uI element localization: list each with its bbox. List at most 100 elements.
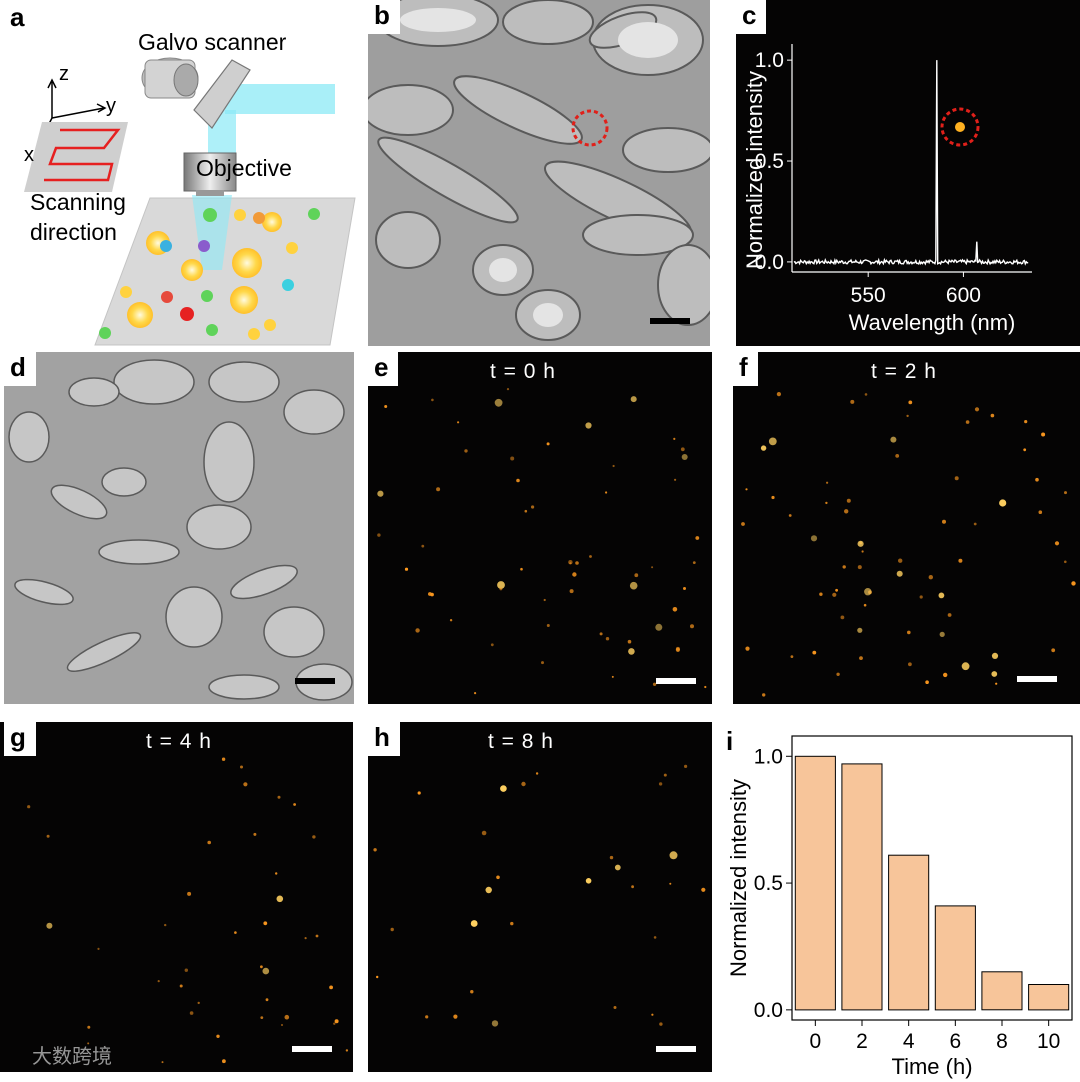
fluorescent-spot bbox=[943, 672, 948, 678]
fluorescent-spot bbox=[428, 592, 432, 596]
panel-label-a: a bbox=[4, 2, 35, 36]
bar-8h bbox=[981, 971, 1023, 1011]
fluorescent-spot bbox=[634, 573, 639, 578]
bar-y-axis-label: Normalized intensity bbox=[726, 779, 751, 977]
cells-and-nanoparticles bbox=[99, 208, 320, 340]
scale-bar-f bbox=[1017, 676, 1057, 682]
fluorescent-spot bbox=[857, 565, 862, 570]
fluorescent-spot bbox=[605, 637, 610, 641]
fluorescent-spot bbox=[520, 567, 523, 571]
axis-y-label: y bbox=[106, 95, 116, 117]
axis-z-label: z bbox=[59, 63, 69, 85]
fluorescent-spot bbox=[510, 456, 515, 461]
panel-a-schematic: a bbox=[0, 0, 365, 350]
fluorescent-spot bbox=[835, 588, 838, 592]
fluorescent-spot bbox=[277, 795, 281, 799]
fluorescent-spot bbox=[284, 1014, 290, 1020]
fluorescent-spot bbox=[695, 536, 700, 540]
fluorescent-spot bbox=[990, 413, 995, 418]
fluorescent-spot bbox=[825, 501, 828, 505]
panel-label-b: b bbox=[368, 0, 400, 34]
fluorescent-spot bbox=[974, 407, 980, 412]
fluorescent-spot bbox=[376, 975, 379, 979]
scan-path bbox=[44, 128, 121, 182]
fluorescent-spot bbox=[663, 773, 667, 777]
fluorescent-spot bbox=[681, 454, 688, 460]
bar-2h bbox=[841, 763, 883, 1011]
fluorescent-spot bbox=[265, 998, 269, 1002]
time-label-h: t = 8 h bbox=[488, 730, 554, 753]
fluorescent-spot bbox=[293, 803, 296, 806]
fluorescent-spot bbox=[572, 572, 577, 577]
fluorescent-spot bbox=[1041, 432, 1046, 437]
fluorescent-spot bbox=[543, 598, 546, 602]
fluorescent-spot bbox=[46, 834, 50, 838]
fluorescent-spot bbox=[234, 931, 237, 934]
panel-b-brightfield: b bbox=[368, 0, 710, 346]
fluorescent-spot bbox=[187, 891, 192, 896]
fluorescence-image-g bbox=[27, 757, 349, 1064]
fluorescent-spot bbox=[762, 693, 766, 697]
fluorescent-spot bbox=[961, 662, 970, 671]
cell-highlights bbox=[400, 8, 678, 327]
fluorescent-spot bbox=[457, 421, 460, 424]
fluorescent-spot bbox=[569, 589, 574, 594]
fluorescent-spot bbox=[524, 509, 528, 513]
fluorescent-spot bbox=[857, 627, 863, 633]
fluorescent-spot bbox=[179, 984, 183, 988]
fluorescent-spot bbox=[850, 399, 855, 404]
fluorescent-spot bbox=[275, 872, 278, 875]
watermark: 大数跨境 bbox=[32, 1044, 112, 1068]
brightfield-overview bbox=[4, 352, 354, 704]
fluorescent-spot bbox=[613, 1006, 617, 1009]
galvo-scanner-icon bbox=[141, 57, 251, 129]
fluorescent-spot bbox=[46, 922, 53, 929]
bar-6h bbox=[934, 905, 976, 1011]
fluorescence-image-h bbox=[373, 764, 706, 1027]
fluorescent-spot bbox=[906, 414, 909, 418]
fluorescent-spot bbox=[449, 619, 453, 622]
galvo-label: Galvo scanner bbox=[138, 29, 287, 55]
fluorescent-spot bbox=[262, 967, 270, 975]
scale-bar-g bbox=[292, 1046, 332, 1052]
fluorescent-spot bbox=[1054, 541, 1060, 546]
inset-highlight-circle bbox=[940, 107, 980, 147]
fluorescent-spot bbox=[745, 646, 750, 651]
panel-f-fluorescence-t2: f t = 2 h bbox=[733, 352, 1080, 704]
spectrum-y-tick-label: 0.5 bbox=[755, 150, 784, 173]
fluorescent-spot bbox=[421, 544, 425, 548]
fluorescent-spot bbox=[589, 555, 592, 558]
fluorescent-spot bbox=[863, 603, 867, 607]
fluorescent-spot bbox=[812, 650, 817, 655]
fluorescent-spot bbox=[658, 782, 663, 786]
fluorescent-spot bbox=[281, 1024, 283, 1026]
bar-x-tick-label: 10 bbox=[1037, 1030, 1060, 1053]
fluorescent-spot bbox=[510, 921, 514, 926]
panel-label-g: g bbox=[4, 722, 36, 756]
fluorescent-spot bbox=[669, 851, 678, 860]
fluorescent-spot bbox=[404, 567, 409, 571]
fluorescent-spot bbox=[965, 420, 970, 424]
fluorescent-spot bbox=[436, 487, 441, 492]
bar-x-axis-label: Time (h) bbox=[891, 1054, 972, 1079]
fluorescent-spot bbox=[1051, 648, 1056, 653]
fluorescent-spot bbox=[1064, 491, 1067, 495]
fluorescent-spot bbox=[390, 927, 394, 932]
fluorescent-spot bbox=[692, 561, 696, 564]
fluorescent-spot bbox=[333, 1022, 336, 1025]
bar-0h bbox=[794, 755, 836, 1011]
scale-bar-e bbox=[656, 678, 696, 684]
fluorescent-spot bbox=[345, 1049, 349, 1052]
fluorescent-spot bbox=[832, 592, 837, 597]
fluorescent-spot bbox=[788, 514, 792, 517]
fluorescent-spot bbox=[276, 895, 284, 903]
spectrum-y-axis-label: Normalized intensity bbox=[742, 71, 767, 269]
fluorescent-spot bbox=[260, 965, 263, 969]
fluorescent-spot bbox=[1071, 581, 1076, 586]
fluorescent-spot bbox=[810, 535, 818, 542]
fluorescent-spot bbox=[485, 886, 492, 894]
bar-x-tick-label: 0 bbox=[809, 1030, 821, 1053]
fluorescent-spot bbox=[546, 624, 550, 627]
fluorescent-spot bbox=[575, 561, 579, 565]
fluorescent-spot bbox=[973, 522, 977, 526]
